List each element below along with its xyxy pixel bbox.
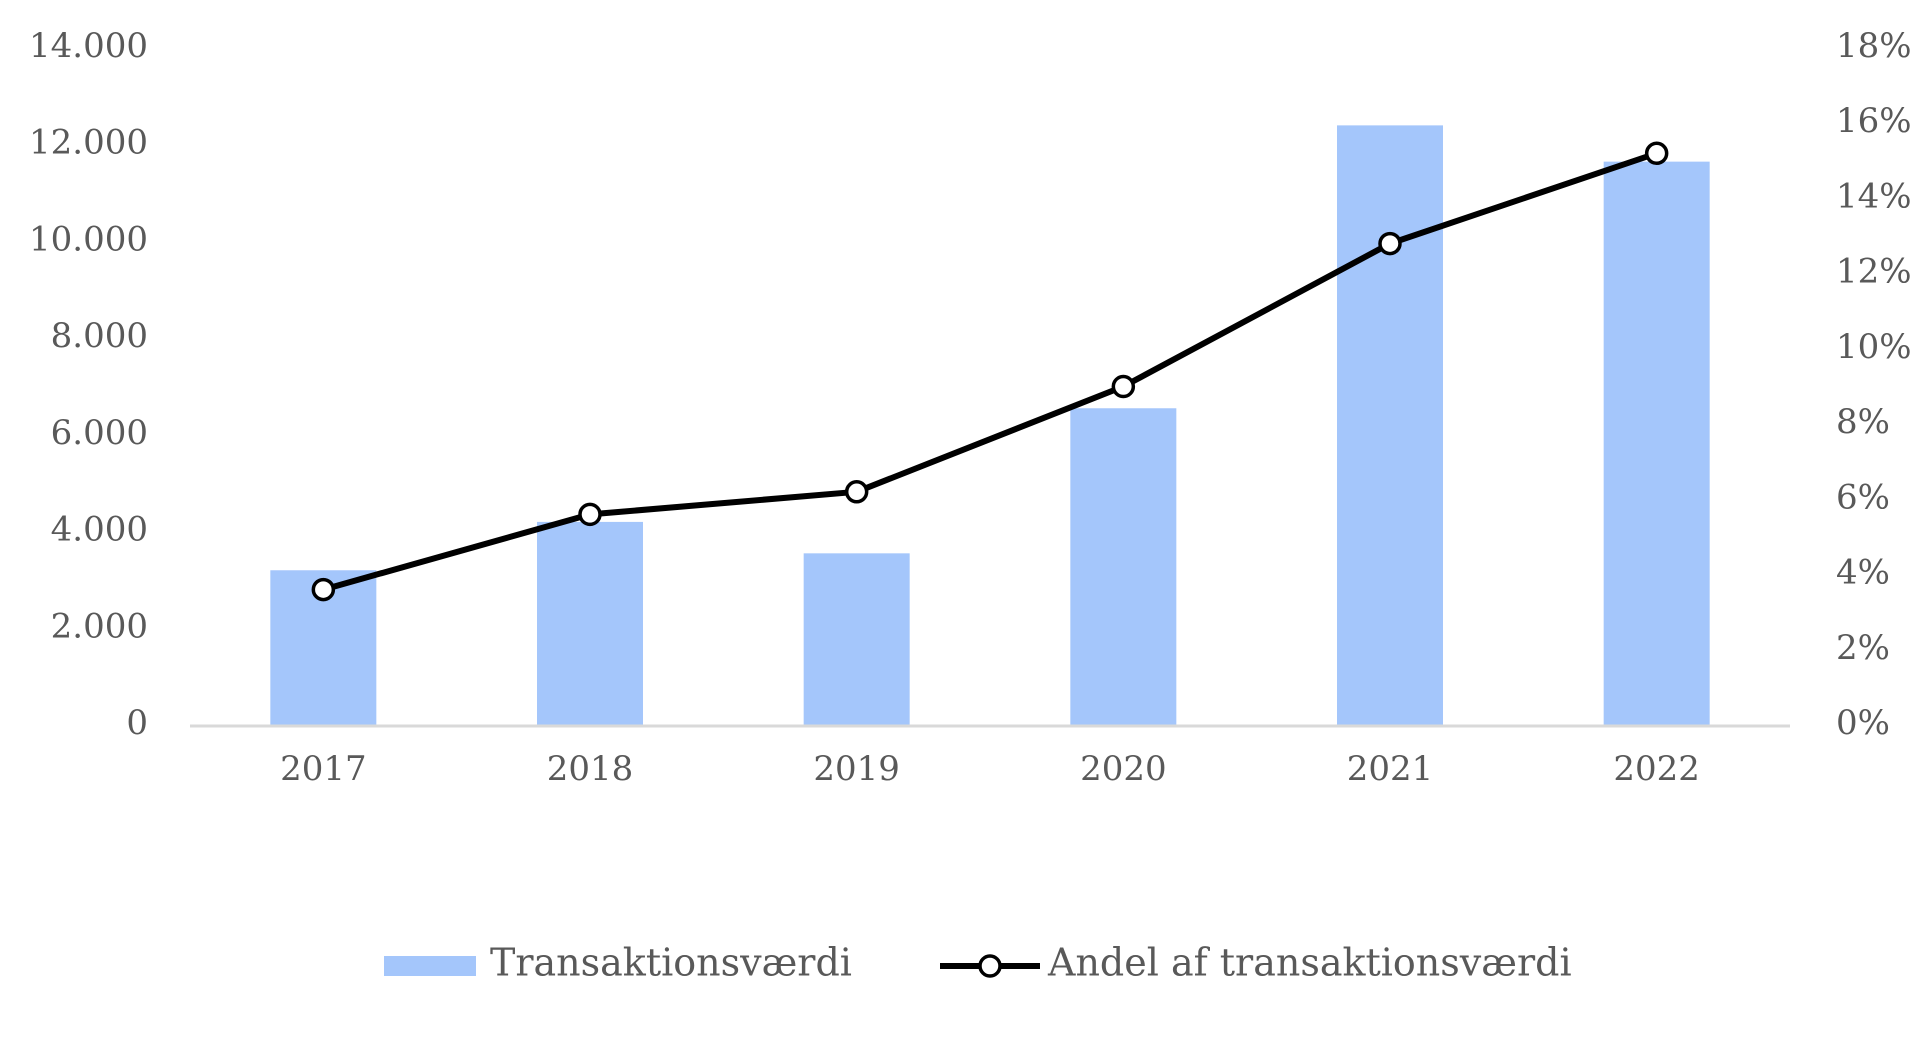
right-axis-tick-label: 2% <box>1836 628 1890 668</box>
bar <box>803 553 910 725</box>
line-series <box>311 141 1669 602</box>
x-axis-tick-label: 2022 <box>1613 749 1700 789</box>
legend-line-marker <box>978 954 1002 978</box>
left-y-axis: 0 2.000 4.000 6.000 8.000 10.000 12.000 14.000 <box>29 26 148 743</box>
bar <box>1070 408 1177 725</box>
left-axis-tick-label: 4.000 <box>51 510 148 550</box>
right-y-axis: 0% 2% 4% 6% 8% 10% 12% 14% 16% 18% <box>1836 26 1912 743</box>
left-axis-tick-label: 0 <box>126 703 148 743</box>
legend-line-label: Andel af transaktionsværdi <box>1047 941 1572 985</box>
bar <box>537 521 643 725</box>
x-axis: 2017 2018 2019 2020 2021 2022 <box>280 749 1700 789</box>
line-marker <box>1378 231 1402 256</box>
left-axis-tick-label: 10.000 <box>29 219 148 259</box>
right-axis-tick-label: 0% <box>1836 703 1890 743</box>
x-axis-tick-label: 2017 <box>280 749 367 789</box>
bar <box>1337 125 1443 725</box>
right-axis-tick-label: 16% <box>1836 101 1912 141</box>
right-axis-tick-label: 12% <box>1836 252 1912 292</box>
left-axis-tick-label: 6.000 <box>51 413 148 453</box>
left-axis-tick-label: 8.000 <box>51 316 148 356</box>
x-axis-tick-label: 2019 <box>813 749 900 789</box>
x-axis-tick-label: 2018 <box>547 749 634 789</box>
right-axis-tick-label: 6% <box>1836 477 1890 517</box>
right-axis-tick-label: 4% <box>1836 553 1890 593</box>
bar <box>1603 161 1710 725</box>
x-axis-tick-label: 2020 <box>1080 749 1167 789</box>
line-marker <box>1111 374 1136 399</box>
left-axis-tick-label: 2.000 <box>51 606 148 646</box>
line-marker <box>844 480 869 504</box>
line-marker <box>578 502 602 527</box>
right-axis-tick-label: 10% <box>1836 327 1912 367</box>
left-axis-tick-label: 12.000 <box>29 123 148 163</box>
bar-series <box>270 125 1710 725</box>
series-line <box>322 150 1658 593</box>
legend-bar-label: Transaktionsværdi <box>490 941 852 985</box>
right-axis-tick-label: 14% <box>1836 176 1912 216</box>
right-axis-tick-label: 8% <box>1836 402 1890 442</box>
line-marker <box>311 577 336 602</box>
legend: Transaktionsværdi Andel af transaktionsv… <box>384 941 1572 985</box>
right-axis-tick-label: 18% <box>1836 26 1912 66</box>
legend-bar-swatch <box>384 956 476 976</box>
left-axis-tick-label: 14.000 <box>29 26 148 66</box>
line-marker <box>1644 141 1669 166</box>
x-axis-tick-label: 2021 <box>1347 749 1434 789</box>
